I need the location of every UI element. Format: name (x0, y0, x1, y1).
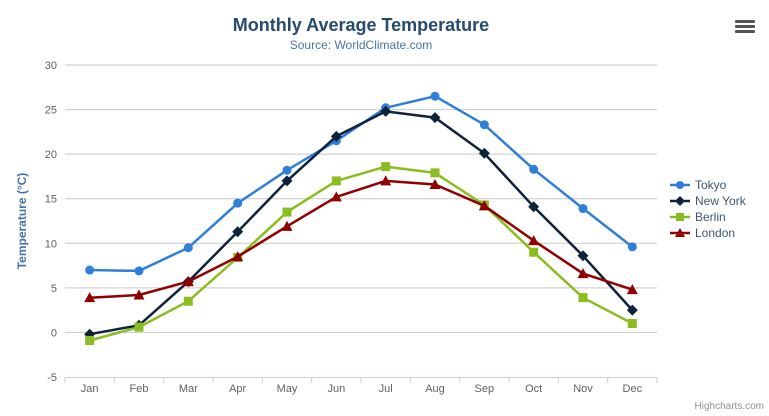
data-point-london[interactable] (232, 251, 244, 262)
y-axis-label: 0 (51, 327, 57, 339)
data-point-tokyo[interactable] (282, 165, 292, 175)
series-berlin (85, 162, 637, 345)
circle-marker-icon (670, 181, 690, 189)
y-axis-label: 20 (45, 149, 57, 161)
y-axis-label: -5 (47, 372, 57, 384)
data-point-new-york[interactable] (528, 201, 540, 213)
y-axis-label: 5 (51, 283, 57, 295)
legend-marker[interactable] (675, 228, 685, 237)
export-menu-button[interactable] (735, 20, 755, 33)
data-point-tokyo[interactable] (85, 265, 95, 275)
data-point-london[interactable] (626, 284, 638, 295)
square-marker-icon (670, 213, 690, 221)
x-axis-label: Jan (81, 383, 99, 395)
data-point-tokyo[interactable] (479, 120, 489, 130)
legend-item-new-york[interactable]: New York (669, 193, 746, 209)
x-axis-label: May (277, 383, 298, 395)
legend-label: London (695, 226, 736, 240)
hamburger-icon (735, 20, 755, 23)
x-axis-label: Sep (475, 383, 495, 395)
credits-link[interactable]: Highcharts.com (694, 401, 764, 412)
diamond-marker-icon (670, 196, 690, 206)
legend-marker[interactable] (675, 196, 685, 206)
x-axis-label: Oct (525, 383, 542, 395)
data-point-london[interactable] (380, 175, 392, 186)
x-axis-label: Jul (379, 383, 393, 395)
data-point-berlin[interactable] (183, 296, 193, 306)
data-point-new-york[interactable] (429, 112, 441, 124)
data-point-new-york[interactable] (281, 175, 293, 187)
data-point-berlin[interactable] (331, 176, 341, 186)
legend-item-berlin[interactable]: Berlin (669, 209, 746, 225)
x-axis-label: Nov (573, 383, 593, 395)
data-point-london[interactable] (528, 235, 540, 246)
data-point-berlin[interactable] (85, 335, 95, 345)
legend-label: Berlin (695, 210, 726, 224)
data-point-berlin[interactable] (627, 319, 637, 329)
data-point-berlin[interactable] (430, 168, 440, 178)
legend-label: New York (695, 194, 746, 208)
data-point-london[interactable] (577, 268, 589, 279)
data-point-tokyo[interactable] (430, 91, 440, 101)
legend-marker[interactable] (676, 213, 684, 221)
x-axis-label: Dec (623, 383, 643, 395)
y-axis-label: 30 (45, 60, 57, 72)
data-point-new-york[interactable] (577, 250, 589, 262)
y-axis-label: 10 (45, 238, 57, 250)
series-line-tokyo[interactable] (88, 94, 634, 273)
series-line-london[interactable] (88, 179, 634, 299)
data-point-berlin[interactable] (282, 207, 292, 217)
series-line-berlin[interactable] (88, 165, 634, 342)
chart-subtitle: Source: WorldClimate.com (289, 38, 433, 52)
legend-label: Tokyo (695, 178, 727, 192)
data-point-new-york[interactable] (626, 304, 638, 316)
legend-marker[interactable] (676, 181, 684, 189)
legend: Tokyo New York Berlin London (669, 177, 746, 241)
data-point-london[interactable] (182, 276, 194, 287)
hamburger-icon (735, 30, 755, 33)
series-tokyo (85, 91, 637, 276)
data-point-london[interactable] (281, 220, 293, 231)
data-point-tokyo[interactable] (183, 243, 193, 253)
series-london (84, 175, 638, 303)
x-axis-label: Mar (179, 383, 198, 395)
data-point-berlin[interactable] (578, 293, 588, 303)
y-axis-label: 15 (45, 194, 57, 206)
data-point-new-york[interactable] (380, 105, 392, 117)
data-point-new-york[interactable] (330, 130, 342, 142)
hamburger-icon (735, 25, 755, 28)
data-point-tokyo[interactable] (529, 164, 539, 174)
legend-item-london[interactable]: London (669, 225, 746, 241)
triangle-marker-icon (670, 228, 690, 237)
data-point-london[interactable] (478, 200, 490, 211)
data-point-berlin[interactable] (134, 322, 144, 332)
x-axis-label: Feb (130, 383, 149, 395)
data-point-tokyo[interactable] (578, 204, 588, 214)
data-point-tokyo[interactable] (627, 242, 637, 252)
x-axis-label: Aug (425, 383, 445, 395)
data-point-london[interactable] (330, 191, 342, 202)
x-axis-label: Apr (229, 383, 246, 395)
data-point-new-york[interactable] (478, 147, 490, 159)
chart-title: Monthly Average Temperature (232, 15, 490, 35)
data-point-tokyo[interactable] (134, 266, 144, 276)
series-new-york (84, 105, 638, 340)
y-axis-title: Temperature (°C) (15, 173, 29, 270)
x-axis-label: Jun (327, 383, 345, 395)
series-line-new-york[interactable] (88, 110, 634, 336)
data-point-london[interactable] (84, 292, 96, 303)
legend-item-tokyo[interactable]: Tokyo (669, 177, 746, 193)
data-point-new-york[interactable] (232, 226, 244, 238)
data-point-london[interactable] (133, 289, 145, 300)
data-point-tokyo[interactable] (233, 198, 243, 208)
data-point-london[interactable] (429, 178, 441, 189)
y-axis-label: 25 (45, 105, 57, 117)
data-point-berlin[interactable] (529, 247, 539, 257)
data-point-berlin[interactable] (381, 162, 391, 172)
